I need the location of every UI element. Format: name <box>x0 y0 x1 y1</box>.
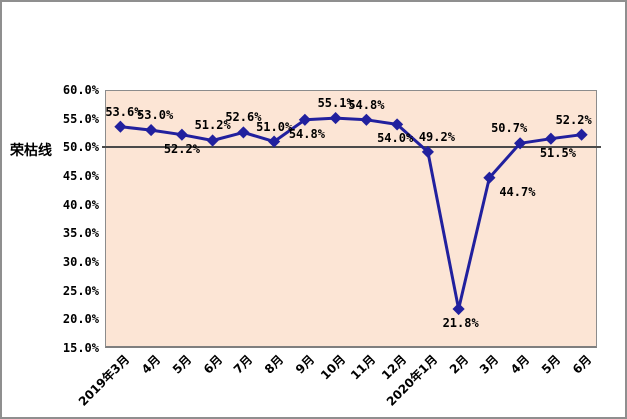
data-label: 50.7% <box>491 121 528 136</box>
series-line-with-diamond-markers <box>114 112 588 316</box>
data-label: 51.0% <box>256 119 293 134</box>
diamond-marker <box>329 112 342 125</box>
y-tick-label: 35.0% <box>62 226 99 241</box>
diamond-marker <box>114 120 127 133</box>
data-label: 52.2% <box>163 141 200 156</box>
diamond-marker <box>391 118 404 131</box>
data-label: 54.8% <box>288 126 325 141</box>
data-label: 52.2% <box>555 112 592 127</box>
data-label: 51.2% <box>194 118 231 133</box>
data-label: 54.0% <box>377 131 414 146</box>
y-tick-label: 25.0% <box>62 283 99 298</box>
diamond-marker <box>237 126 250 139</box>
diamond-marker <box>206 134 219 147</box>
diamond-marker <box>544 132 557 145</box>
y-tick-label: 55.0% <box>62 111 99 126</box>
y-tick-label: 30.0% <box>62 255 99 269</box>
diamond-marker <box>145 124 158 137</box>
diamond-marker <box>452 302 465 316</box>
data-label: 53.0% <box>137 108 174 123</box>
y-tick-label: 20.0% <box>62 312 99 327</box>
series-polyline <box>120 116 582 311</box>
data-label: 49.2% <box>418 129 455 144</box>
data-label: 44.7% <box>499 184 536 199</box>
plot-area <box>102 90 602 348</box>
y-tick-label: 15.0% <box>62 341 99 355</box>
diamond-marker <box>360 113 373 126</box>
y-tick-label: 50.0% <box>62 140 99 155</box>
data-label: 21.8% <box>442 316 479 330</box>
data-label: 55.1% <box>317 96 354 111</box>
data-label: 52.6% <box>225 110 262 125</box>
y-tick-label: 60.0% <box>62 83 99 97</box>
data-label: 53.6% <box>105 104 142 119</box>
boom-bust-reference-line <box>102 146 602 149</box>
diamond-marker <box>175 128 188 141</box>
data-label: 54.8% <box>348 97 385 112</box>
diamond-marker <box>483 171 496 184</box>
diamond-marker <box>575 128 588 141</box>
y-axis-title: 荣枯线 <box>10 143 52 159</box>
data-label: 51.5% <box>539 145 576 160</box>
y-tick-label: 40.0% <box>62 197 99 212</box>
y-tick-label: 45.0% <box>62 169 99 183</box>
